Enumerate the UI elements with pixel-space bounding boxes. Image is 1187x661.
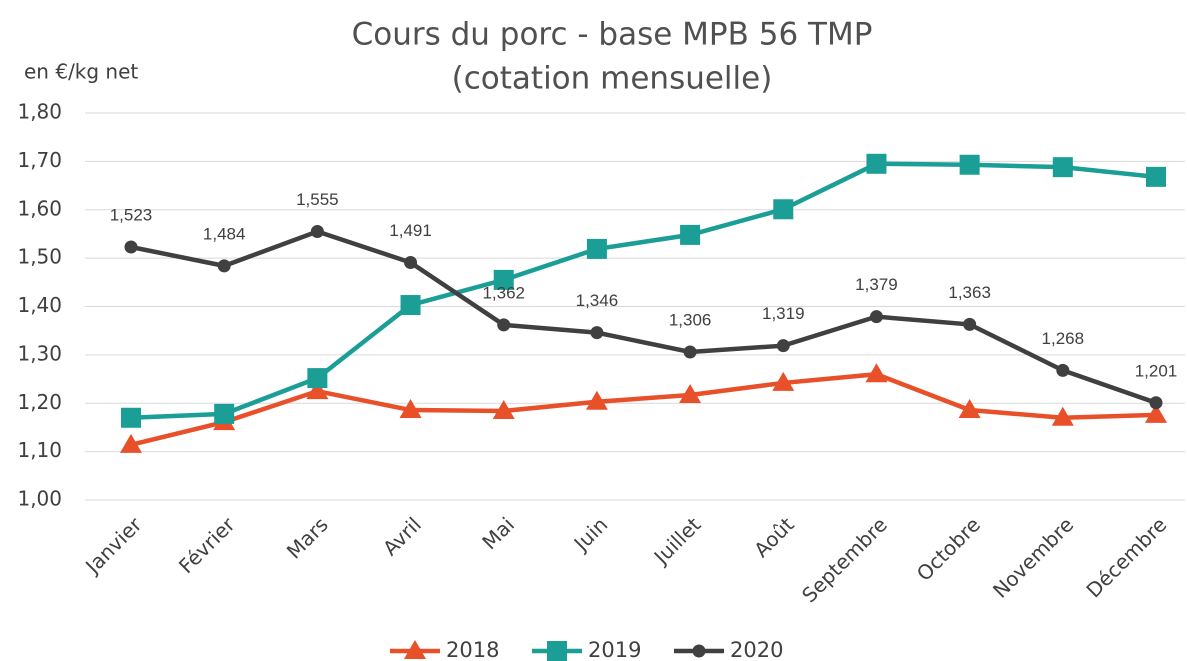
y-tick-label: 1,70 xyxy=(17,148,62,172)
data-point xyxy=(1052,157,1073,178)
data-point xyxy=(121,407,141,428)
data-label: 1,201 xyxy=(1135,361,1178,380)
data-point xyxy=(497,318,511,332)
data-point xyxy=(310,225,324,239)
data-point xyxy=(493,269,514,290)
legend-marker xyxy=(547,641,567,661)
data-point xyxy=(492,399,515,419)
data-point xyxy=(866,153,887,174)
data-label: 1,319 xyxy=(762,304,805,323)
data-point xyxy=(772,371,795,391)
data-label: 1,306 xyxy=(669,310,712,329)
data-point xyxy=(680,224,701,245)
x-tick-label: Janvier xyxy=(79,512,147,580)
x-tick-label: Octobre xyxy=(912,512,985,585)
data-point xyxy=(590,326,604,340)
y-tick-label: 1,50 xyxy=(17,245,62,269)
data-point xyxy=(865,363,888,383)
legend-item: 2019 xyxy=(532,638,641,661)
data-point xyxy=(1145,403,1167,423)
y-tick-label: 1,40 xyxy=(17,293,62,317)
data-point xyxy=(773,199,794,220)
series-line xyxy=(130,161,1157,421)
chart-subtitle: (cotation mensuelle) xyxy=(452,61,773,97)
data-label: 1,379 xyxy=(855,275,898,294)
legend-item: 2020 xyxy=(674,638,783,661)
data-point xyxy=(1149,396,1163,410)
x-tick-label: Février xyxy=(174,512,240,578)
data-point xyxy=(959,154,980,175)
legend-label: 2019 xyxy=(588,638,641,661)
y-tick-label: 1,30 xyxy=(17,341,62,365)
data-label: 1,346 xyxy=(576,291,619,310)
data-point xyxy=(214,403,235,424)
data-point xyxy=(586,238,607,259)
data-point xyxy=(1056,363,1070,377)
y-tick-label: 1,00 xyxy=(17,487,62,511)
data-label: 1,491 xyxy=(389,221,432,240)
y-tick-label: 1,80 xyxy=(17,100,62,124)
data-label: 1,555 xyxy=(296,190,339,209)
data-point xyxy=(217,259,231,273)
x-tick-label: Mars xyxy=(282,512,333,563)
data-point xyxy=(958,399,981,419)
x-tick-label: Juin xyxy=(568,512,612,556)
x-tick-label: Avril xyxy=(378,512,426,560)
chart-title: Cours du porc - base MPB 56 TMP xyxy=(352,17,873,53)
data-label: 1,523 xyxy=(110,205,153,224)
x-tick-label: Décembre xyxy=(1081,512,1171,602)
data-point xyxy=(400,295,421,316)
data-label: 1,268 xyxy=(1042,329,1085,348)
legend-marker xyxy=(692,644,706,658)
data-point xyxy=(120,433,142,453)
data-label: 1,362 xyxy=(482,283,525,302)
data-label: 1,484 xyxy=(203,224,246,243)
y-tick-label: 1,60 xyxy=(17,196,62,220)
data-point xyxy=(1146,166,1166,187)
data-label: 1,363 xyxy=(948,283,991,302)
legend-label: 2018 xyxy=(446,638,499,661)
data-point xyxy=(306,380,329,400)
data-point xyxy=(683,345,697,359)
y-axis-label: en €/kg net xyxy=(24,60,138,84)
data-point xyxy=(1051,406,1074,426)
data-point xyxy=(399,399,422,419)
legend-marker xyxy=(404,640,426,659)
data-point xyxy=(776,339,790,353)
data-point xyxy=(585,390,608,410)
y-tick-label: 1,20 xyxy=(17,390,62,414)
data-point xyxy=(963,317,977,331)
data-point xyxy=(679,384,702,404)
x-tick-label: Septembre xyxy=(797,512,892,607)
x-tick-label: Juillet xyxy=(648,512,706,570)
data-point xyxy=(307,368,328,389)
series-line xyxy=(130,371,1157,448)
data-point xyxy=(404,255,418,269)
x-tick-label: Août xyxy=(749,512,799,562)
data-point xyxy=(869,310,883,324)
x-tick-label: Novembre xyxy=(988,512,1078,602)
y-tick-label: 1,10 xyxy=(17,438,62,462)
legend-item: 2018 xyxy=(390,638,499,661)
series-line xyxy=(130,229,1157,405)
legend-label: 2020 xyxy=(730,638,783,661)
x-tick-label: Mai xyxy=(477,512,519,554)
data-point xyxy=(124,240,138,254)
